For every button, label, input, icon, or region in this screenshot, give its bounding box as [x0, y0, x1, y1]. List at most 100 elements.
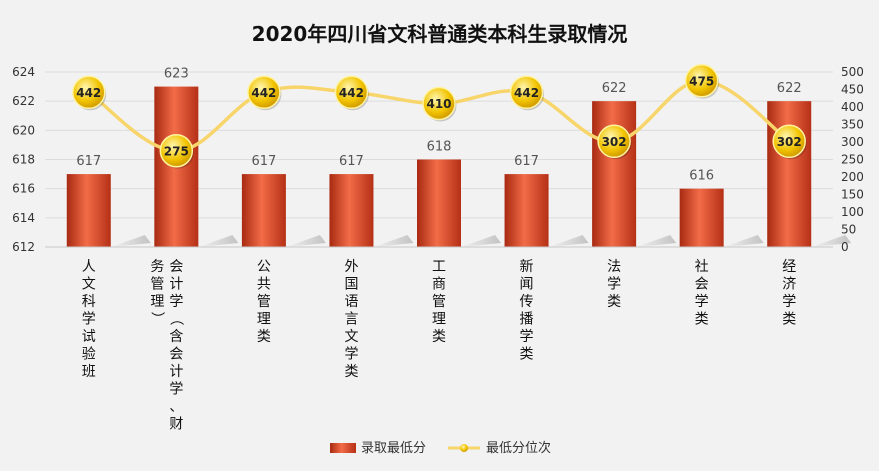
y-right-tick-label: 50: [841, 223, 856, 237]
category-label-char: 工: [432, 259, 446, 275]
bar: [241, 174, 286, 247]
line-point-label: 442: [76, 86, 101, 100]
category-label-char: 会: [169, 347, 183, 363]
bar-value-label: 622: [602, 81, 627, 96]
bar: [592, 101, 637, 248]
category-label-char: （: [167, 312, 183, 326]
category-label-char: 法: [607, 259, 621, 275]
y-left-tick-label: 618: [12, 153, 35, 167]
line-point-marker: [334, 75, 369, 110]
category-label-char: 外: [344, 259, 358, 275]
category-label-char: 经: [782, 259, 796, 275]
bar-value-label: 617: [339, 154, 364, 169]
category-label-char: 新: [520, 259, 534, 275]
bar-value-label: 617: [251, 154, 276, 169]
line-point-marker: [159, 134, 194, 168]
bar-shadow: [461, 235, 501, 247]
category-label-char: 国: [344, 277, 358, 293]
category-label-char: 学: [695, 294, 709, 310]
y-left-tick-label: 612: [12, 240, 35, 254]
line-point-label: 442: [251, 86, 276, 100]
line-point-label: 410: [426, 97, 451, 111]
category-label-char: 务: [150, 259, 164, 275]
line-point-marker: [597, 124, 631, 159]
y-left-tick-label: 616: [12, 182, 35, 196]
bar: [329, 174, 374, 247]
category-label-char: 计: [169, 277, 183, 293]
bar-shadow: [811, 235, 852, 247]
category-label-char: 学: [82, 312, 96, 328]
y-right-tick-label: 150: [841, 188, 864, 202]
category-label-char: 班: [82, 364, 96, 380]
category-label-char: 验: [82, 347, 96, 363]
bar-shadow: [110, 235, 151, 247]
legend-label-bar: 录取最低分: [361, 441, 426, 456]
y-right-tick-label: 300: [841, 135, 864, 149]
category-label-char: 类: [432, 329, 446, 345]
category-label-char: 类: [344, 364, 358, 380]
category-label-char: 语: [344, 294, 358, 310]
category-label-char: 试: [82, 329, 96, 345]
bar-shadow: [285, 235, 326, 247]
line-point-label: 302: [777, 135, 802, 149]
line-point-label: 275: [164, 144, 189, 158]
bar-value-label: 617: [76, 154, 101, 169]
y-left-tick-label: 624: [12, 65, 35, 79]
y-right-tick-label: 400: [841, 100, 864, 114]
y-right-tick-label: 100: [841, 205, 864, 219]
category-label-char: 闻: [520, 277, 534, 293]
line-point-label: 302: [602, 135, 627, 149]
category-label-char: 学: [344, 347, 358, 363]
category-label-char: 类: [257, 329, 271, 345]
y-left-tick-label: 622: [12, 94, 35, 108]
bar-shadow: [636, 235, 677, 247]
category-label-char: 文: [344, 329, 358, 345]
y-right-tick-label: 350: [841, 118, 864, 132]
line-point-marker: [72, 75, 106, 110]
category-label-char: ）: [148, 312, 164, 326]
category-label-char: 计: [169, 364, 183, 380]
category-label-char: 类: [607, 294, 621, 310]
category-label-char: 财: [169, 417, 183, 433]
category-label-char: 类: [520, 347, 534, 363]
bar-value-label: 616: [689, 169, 714, 184]
category-label-char: 科: [82, 294, 96, 310]
category-label-char: 传: [520, 294, 534, 310]
line-point-label: 442: [514, 86, 539, 100]
category-label-char: 管: [432, 294, 446, 310]
category-label-char: 理: [257, 312, 271, 328]
category-label-char: 含: [169, 329, 183, 345]
y-right-tick-label: 250: [841, 153, 864, 167]
line-point-label: 475: [689, 74, 714, 88]
category-label-char: 公: [257, 259, 271, 275]
category-label-char: 学: [782, 294, 796, 310]
legend-swatch-marker: [460, 444, 468, 452]
category-label-char: 理: [432, 312, 446, 328]
category-label-char: 学: [607, 277, 621, 293]
bar-shadow: [548, 235, 589, 247]
bar: [504, 174, 549, 247]
category-label-char: 社: [695, 259, 709, 275]
bar: [679, 188, 724, 247]
bar-shadow: [723, 235, 764, 247]
bar-value-label: 622: [777, 81, 802, 96]
y-right-tick-label: 500: [841, 65, 864, 79]
category-label-char: 济: [782, 277, 796, 293]
y-left-tick-label: 620: [12, 123, 35, 137]
legend-swatch-bar: [330, 443, 356, 453]
category-label-char: 管: [257, 294, 271, 310]
bar-value-label: 623: [164, 67, 189, 82]
category-label-char: 理: [150, 294, 164, 310]
y-left-tick-label: 614: [12, 211, 35, 225]
category-label-char: 会: [695, 277, 709, 293]
legend-label-line: 最低分位次: [486, 440, 551, 456]
bar: [767, 101, 812, 248]
line-point-label: 442: [339, 86, 364, 100]
category-label-char: 言: [344, 312, 358, 328]
bar: [417, 159, 461, 247]
